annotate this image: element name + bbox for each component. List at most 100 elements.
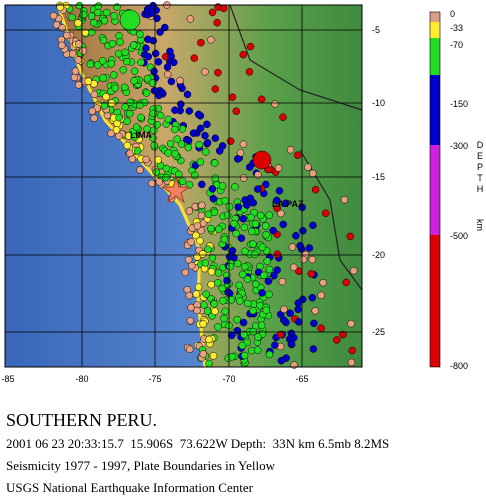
quake-dot [309,169,317,178]
quake-dot [207,36,215,44]
quake-dot [257,321,266,330]
quake-dot [349,266,358,275]
quake-dot [236,297,244,305]
quake-dot [225,203,234,211]
lat-label: -20 [372,250,385,260]
quake-dot [247,213,255,222]
quake-dot [228,353,236,361]
quake-dot [75,1,84,10]
quake-dot [271,341,279,349]
quake-dot [263,257,271,265]
quake-dot [279,220,287,229]
quake-dot [186,15,195,23]
quake-dot [151,49,160,58]
quake-dot [71,67,80,75]
quake-dot [199,320,207,328]
quake-dot [281,199,290,208]
quake-dot [208,185,217,193]
quake-dot [273,204,281,212]
quake-dot [188,261,196,270]
quake-dot [209,352,218,360]
legend-band [430,22,440,38]
legend-band [430,235,440,367]
quake-dot [214,269,223,277]
quake-dot [262,306,271,314]
quake-dot [211,85,220,93]
quake-dot [119,9,141,31]
quake-dot [186,316,195,325]
quake-dot [184,255,193,264]
quake-dot [193,222,202,230]
quake-dot [232,229,240,238]
quake-dot [235,281,243,290]
caption-title: SOUTHERN PERU. [6,410,158,430]
quake-dot [162,164,171,173]
quake-dot [207,267,216,276]
lon-label: -70 [222,374,235,384]
quake-dot [121,103,129,111]
quake-dot [231,183,239,191]
quake-dot [311,307,319,315]
quake-dot [192,290,201,298]
quake-dot [275,187,284,195]
quake-dot [292,232,300,240]
quake-dot [94,2,103,10]
quake-dot [342,278,350,287]
quake-dot [149,109,158,118]
quake-dot [277,356,286,365]
quake-dot [116,38,124,46]
quake-dot [147,9,156,17]
quake-dot [74,81,83,89]
legend-title-letter: T [477,173,483,183]
city-label: LA PAZ [272,199,304,209]
quake-dot [123,141,132,150]
quake-dot [307,270,316,278]
quake-dot [115,132,123,140]
quake-dot [129,41,138,49]
quake-dot [218,284,226,293]
legend-title-letter: H [477,184,484,194]
quake-dot [243,201,251,209]
legend-title-letter: E [477,151,483,161]
quake-dot [130,67,139,75]
quake-dot [208,254,217,262]
quake-dot [249,306,257,315]
quake-dot [273,266,281,274]
lon-label: -75 [148,374,161,384]
quake-dot [234,203,243,211]
quake-dot [130,77,138,85]
quake-dot [218,182,227,190]
quake-dot [115,113,123,122]
quake-dot [246,194,255,203]
quake-dot [265,350,274,359]
quake-dot [136,30,144,38]
quake-dot [107,129,115,138]
quake-dot [304,163,312,171]
quake-dot [210,300,218,308]
quake-dot [110,12,118,20]
quake-dot [239,50,248,59]
quake-dot [223,276,231,285]
quake-dot [232,107,241,115]
quake-dot [163,63,172,71]
quake-dot [133,147,142,155]
quake-dot [99,36,108,45]
quake-dot [183,90,192,99]
quake-dot [125,110,134,118]
quake-dot [171,150,179,158]
quake-dot [270,271,278,280]
quake-dot [236,149,245,157]
quake-dot [254,333,262,341]
quake-dot [226,262,234,271]
quake-dot [271,100,279,108]
quake-dot [205,359,213,368]
quake-dot [154,58,163,66]
quake-dot [248,227,256,236]
quake-dot [173,135,181,143]
quake-dot [228,246,237,255]
quake-dot [289,263,298,272]
quake-dot [213,18,221,27]
quake-dot [90,90,99,99]
